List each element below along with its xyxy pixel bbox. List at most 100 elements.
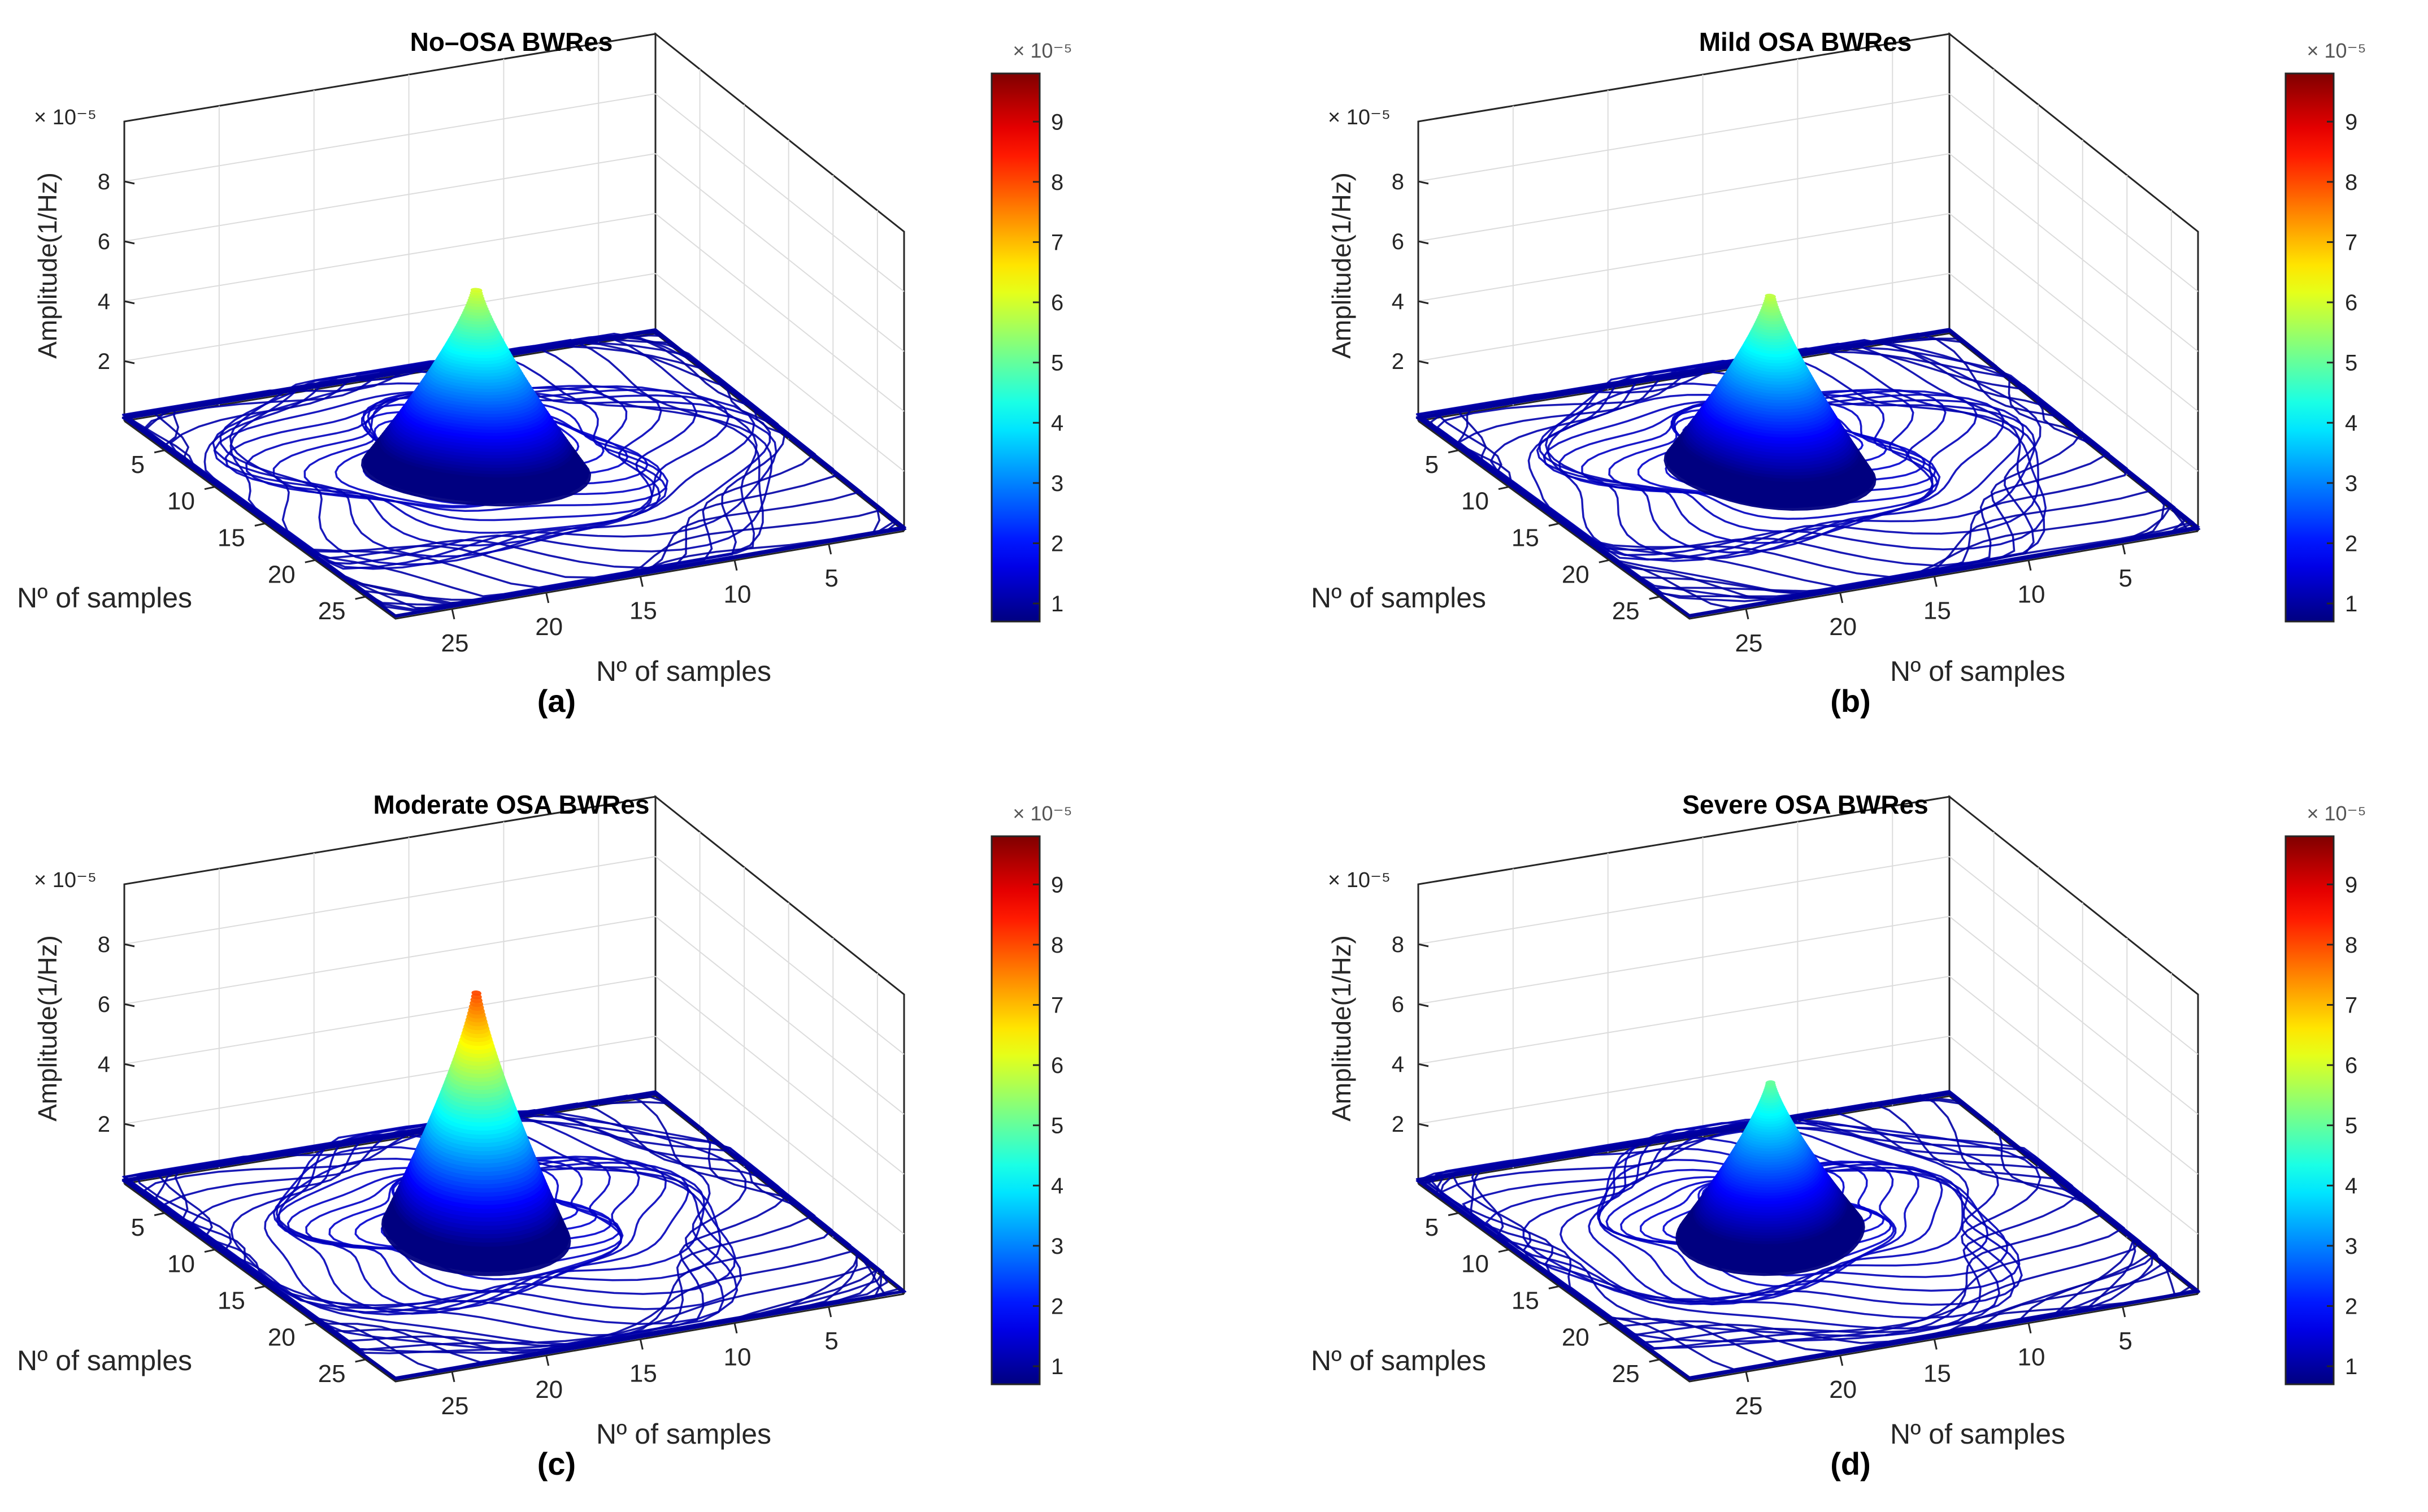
z-tick-label: 6	[98, 992, 110, 1017]
contour-line	[224, 385, 662, 534]
grid-line	[124, 93, 656, 182]
x-tick	[2122, 544, 2126, 555]
colorbar-tick-label: 1	[1051, 1354, 1063, 1379]
x-tick	[639, 576, 644, 587]
contour-line	[1439, 1122, 2042, 1329]
z-tick	[1418, 240, 1429, 245]
colorbar-tick-label: 2	[2345, 1294, 2357, 1319]
y-tick-label: 5	[1425, 451, 1439, 479]
colorbar-tick-label: 3	[2345, 471, 2357, 496]
panel-label: (a)	[537, 683, 576, 719]
z-tick	[124, 300, 135, 305]
colorbar-tick-label: 8	[2345, 933, 2357, 958]
contour-line	[1424, 1126, 2080, 1337]
z-tick-label: 8	[98, 932, 110, 957]
back-wall-left	[123, 33, 657, 421]
colorbar-tick-label: 3	[1051, 471, 1063, 496]
grid-line	[1949, 273, 2199, 472]
contour-line	[277, 1133, 705, 1315]
x-tick	[2122, 1306, 2126, 1318]
grid-line	[1418, 273, 1950, 362]
x-tick-label: 25	[1735, 629, 1763, 657]
grid-line	[655, 153, 905, 352]
colorbar-tick-label: 4	[2345, 411, 2357, 436]
x-axis-label: Nº of samples	[596, 655, 771, 687]
z-tick-label: 4	[1392, 1052, 1404, 1077]
colorbar-tick-label: 2	[2345, 531, 2357, 556]
grid-line	[124, 976, 656, 1065]
colorbar-tick-label: 5	[1051, 351, 1063, 376]
z-tick-label: 6	[98, 229, 110, 254]
grid-line	[1418, 153, 1950, 242]
z-tick-label: 2	[98, 349, 110, 374]
y-tick	[305, 559, 316, 563]
colorbar-tick-label: 4	[2345, 1174, 2357, 1198]
y-tick-label: 15	[218, 1287, 245, 1314]
contour-line	[121, 334, 816, 598]
y-tick-label: 15	[218, 524, 245, 551]
z-tick	[1418, 1003, 1429, 1007]
z-axis-label: Amplitude(1/Hz)	[33, 935, 62, 1122]
grid-line	[655, 916, 905, 1115]
x-tick-label: 15	[629, 1359, 657, 1387]
z-axis-label: Amplitude(1/Hz)	[1327, 935, 1356, 1122]
x-tick	[733, 560, 738, 571]
contour-line	[121, 1093, 883, 1381]
x-tick	[451, 1371, 455, 1383]
chart-title: Severe OSA BWRes	[1682, 790, 1928, 819]
z-tick	[124, 240, 135, 245]
x-tick	[828, 544, 832, 555]
y-tick	[1498, 486, 1509, 490]
x-tick-label: 15	[629, 597, 657, 624]
grid-line	[655, 213, 905, 412]
z-exponent: × 10⁻⁵	[34, 106, 97, 129]
x-axis-label: Nº of samples	[596, 1418, 771, 1450]
x-tick-label: 10	[2018, 581, 2045, 609]
y-axis-label: Nº of samples	[1311, 1345, 1486, 1376]
y-tick	[254, 1285, 266, 1289]
contour-line	[272, 1157, 667, 1303]
y-tick-label: 25	[318, 597, 346, 625]
y-tick	[254, 523, 266, 527]
colorbar-tick-label: 7	[1051, 993, 1063, 1018]
chart-title: No–OSA BWRes	[410, 27, 613, 57]
z-tick-label: 2	[1392, 1112, 1404, 1137]
x-tick-label: 10	[2018, 1344, 2045, 1371]
colorbar-exponent: × 10⁻⁵	[2307, 39, 2366, 62]
chart-title: Mild OSA BWRes	[1699, 27, 1912, 57]
y-tick	[204, 1249, 215, 1253]
colorbar-tick-label: 3	[1051, 1234, 1063, 1259]
x-tick	[2027, 1323, 2032, 1333]
grid-line	[124, 916, 656, 1005]
y-tick-label: 10	[1461, 1250, 1489, 1278]
x-tick	[733, 1323, 738, 1333]
y-tick-label: 5	[131, 1214, 145, 1241]
x-tick	[639, 1339, 644, 1350]
colorbar-tick-label: 8	[2345, 170, 2357, 195]
z-tick	[1418, 360, 1429, 364]
x-tick-label: 20	[535, 1376, 563, 1404]
grid-line	[655, 856, 905, 1055]
x-tick	[1839, 1355, 1844, 1366]
peak-contour	[471, 990, 482, 996]
y-tick-label: 10	[167, 488, 195, 515]
z-tick	[1418, 180, 1429, 185]
y-tick-label: 5	[1425, 1214, 1439, 1241]
x-tick-label: 20	[535, 613, 563, 641]
z-tick-label: 8	[98, 170, 110, 194]
contour-line	[1558, 390, 1939, 520]
panel-label: (d)	[1830, 1446, 1871, 1481]
back-wall-right	[1948, 32, 2199, 531]
y-tick-label: 20	[1562, 561, 1589, 588]
x-axis-label: Nº of samples	[1890, 1418, 2065, 1450]
y-tick-label: 25	[318, 1360, 346, 1388]
y-tick-label: 25	[1612, 1360, 1640, 1388]
grid-line	[1418, 976, 1950, 1065]
z-exponent: × 10⁻⁵	[1328, 106, 1391, 129]
grid-line	[655, 976, 905, 1175]
z-tick	[1418, 1123, 1429, 1127]
z-tick	[1418, 300, 1429, 305]
contour-line	[121, 332, 786, 589]
